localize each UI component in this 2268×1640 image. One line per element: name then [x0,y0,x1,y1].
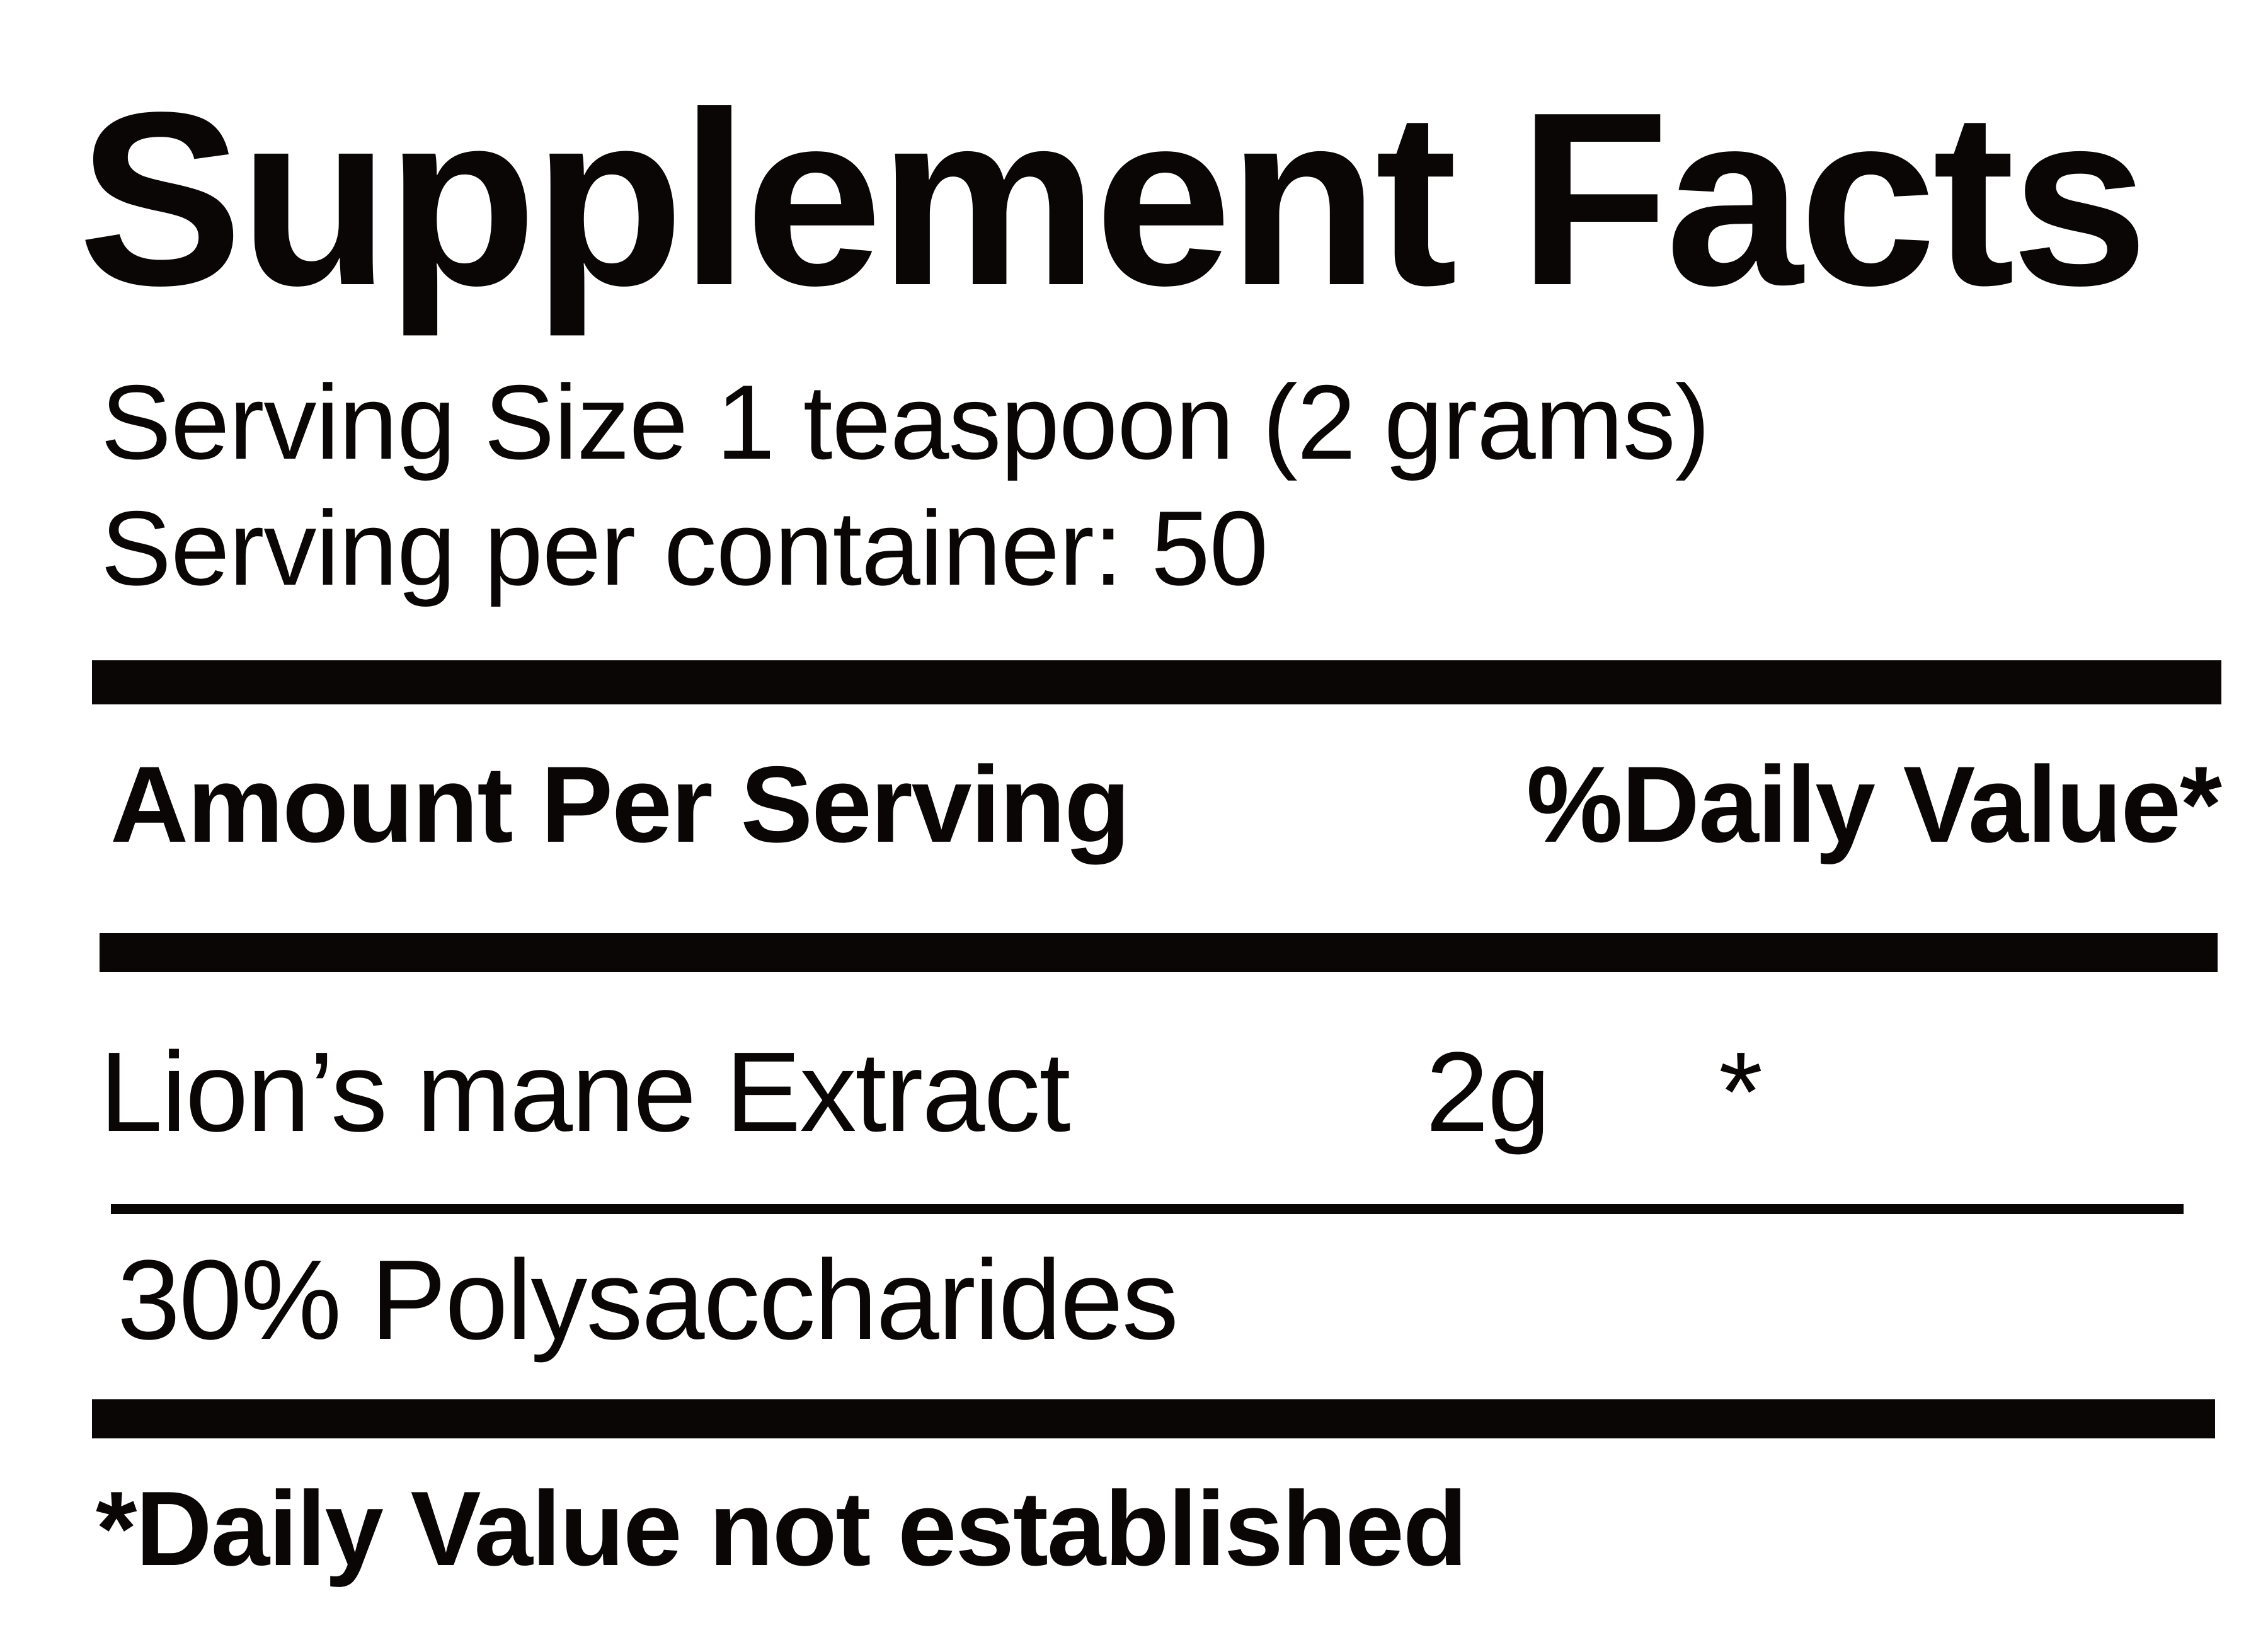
table-header-row: Amount Per Serving %Daily Value* [110,742,2222,887]
divider-thick-top [92,660,2221,704]
page-title: Supplement Facts [78,61,2148,337]
ingredient-daily-value: * [1719,1029,1763,1155]
ingredient-name: Lion’s mane Extract [100,1029,1070,1155]
column-header-daily-value: %Daily Value* [1526,744,2222,865]
daily-value-footnote: *Daily Value not established [96,1469,1467,1588]
divider-thick-header [100,933,2218,972]
divider-thin-row [111,1204,2184,1214]
serving-size-line: Serving Size 1 teaspoon (2 grams) [101,363,1710,481]
column-header-amount-per-serving: Amount Per Serving [110,744,1130,865]
divider-thick-bottom [92,1399,2215,1438]
sub-ingredient-name: 30% Polysaccharides [117,1237,1179,1363]
table-row: Lion’s mane Extract 2g * [100,1027,2216,1184]
ingredient-amount: 2g [1426,1029,1550,1155]
servings-per-container-line: Serving per container: 50 [101,489,1268,607]
serving-info-block: Serving Size 1 teaspoon (2 grams) Servin… [101,359,1710,611]
